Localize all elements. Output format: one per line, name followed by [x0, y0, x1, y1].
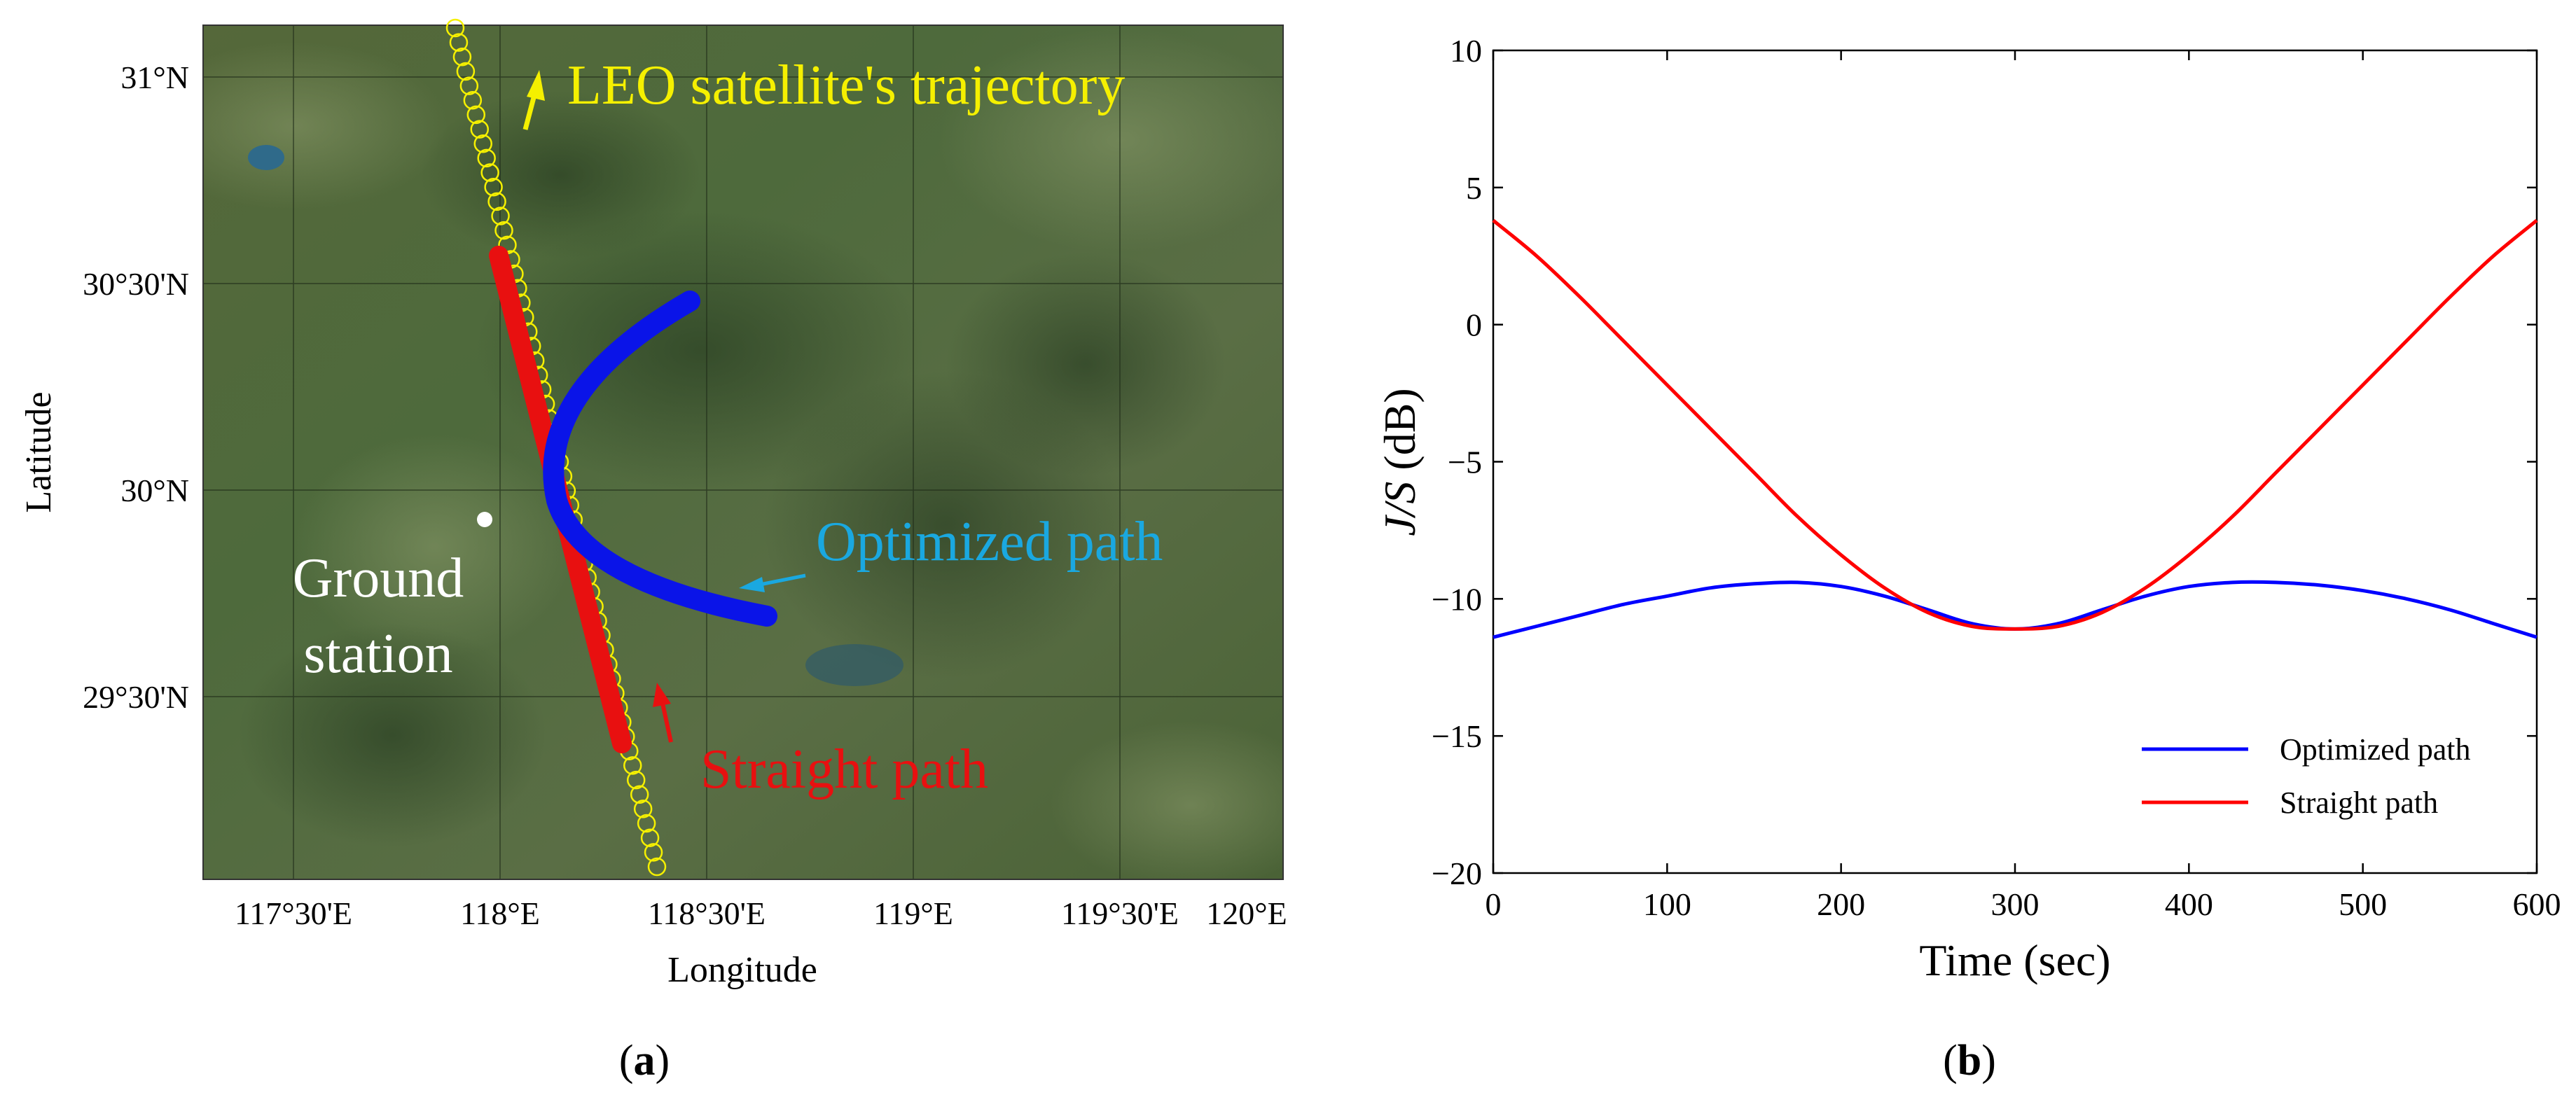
trajectory-marker [623, 756, 642, 775]
map-frame [202, 25, 1284, 880]
map-xtick-label: 119°E [873, 895, 953, 931]
map-xtick-label: 118°E [460, 895, 540, 931]
optimized-arrow [739, 573, 806, 592]
x-tick-label: 400 [2165, 886, 2213, 922]
ground-station-marker [477, 512, 492, 527]
chart-y-axis-title-unit: (dB) [1375, 388, 1425, 481]
trajectory-marker [473, 134, 492, 153]
chart-series [1492, 218, 2538, 639]
trajectory-marker [477, 148, 496, 168]
trajectory-marker [494, 221, 513, 240]
trajectory-marker [466, 105, 486, 125]
map-xtick-label: 119°30'E [1061, 895, 1179, 931]
legend-label-optimized: Optimized path [2280, 732, 2471, 767]
map-ytick-label: 31°N [120, 60, 189, 95]
x-tick-label: 200 [1817, 886, 1865, 922]
chart-legend: Optimized path Straight path [2142, 732, 2471, 820]
panel-b-caption-letter: b [1958, 1037, 1981, 1084]
legend-label-straight: Straight path [2280, 786, 2438, 820]
trajectory-marker [647, 857, 667, 877]
panel-a-caption-letter: a [634, 1037, 656, 1084]
optimized-path-line [543, 291, 777, 627]
map-xtick-label: 117°30'E [235, 895, 352, 931]
x-tick-label: 500 [2339, 886, 2387, 922]
y-tick-label: 5 [1466, 170, 1482, 206]
chart-y-tick-labels: 10 5 0 −5 −10 −15 −20 [1432, 33, 1482, 891]
trajectory-marker [491, 207, 510, 225]
map-y-axis-title: Latitude [19, 391, 59, 512]
trajectory-marker [480, 163, 499, 182]
jsr-chart: 10 5 0 −5 −10 −15 −20 0 100 200 300 400 500 600 Time… [1375, 33, 2561, 1084]
y-tick-label: −20 [1432, 856, 1482, 891]
chart-x-axis-title: Time (sec) [1919, 935, 2110, 985]
trajectory-marker [626, 770, 646, 790]
map-ytick-label: 30°30'N [83, 266, 189, 302]
trajectory-marker [449, 33, 469, 52]
ground-station-label-1: Ground [293, 547, 464, 609]
trajectory-marker [630, 785, 649, 804]
map-grid [203, 25, 1283, 879]
map-panel: LEO satellite's trajectory Optimized pat… [19, 18, 1287, 1084]
trajectory-marker [637, 814, 656, 833]
satellite-arrow [522, 70, 545, 130]
trajectory-marker [470, 120, 490, 139]
map-xtick-label: 120°E [1206, 895, 1287, 931]
x-tick-label: 100 [1643, 886, 1691, 922]
y-tick-label: −15 [1432, 718, 1482, 754]
x-tick-label: 600 [2513, 886, 2561, 922]
trajectory-marker [644, 843, 663, 862]
trajectory-marker [484, 177, 503, 197]
x-tick-label: 0 [1486, 886, 1502, 922]
straight-path-label: Straight path [700, 739, 988, 800]
trajectory-marker [459, 76, 479, 95]
straight-arrow [653, 683, 673, 743]
x-tick-label: 300 [1991, 886, 2040, 922]
ground-station-label-2: station [303, 623, 452, 685]
trajectory-marker [640, 828, 660, 847]
chart-y-axis-title: J/S (dB) [1375, 388, 1425, 536]
panel-b-caption: (b) [1943, 1037, 1996, 1084]
trajectory-marker [487, 192, 506, 211]
optimized-path-label: Optimized path [816, 511, 1163, 573]
y-tick-label: −10 [1432, 581, 1482, 617]
map-ytick-label: 29°30'N [83, 679, 189, 715]
series-line-straight [1492, 218, 2538, 631]
satellite-map-image [203, 25, 1283, 879]
trajectory-marker [452, 48, 472, 67]
trajectory-marker [463, 91, 483, 110]
y-tick-label: 10 [1450, 33, 1482, 69]
map-x-axis-title: Longitude [667, 950, 817, 990]
chart-y-axis-title-italic: J/S [1375, 482, 1425, 536]
chart-ticks [1492, 49, 2538, 874]
map-ytick-label: 30°N [120, 473, 189, 508]
panel-a-caption: (a) [619, 1037, 670, 1084]
satellite-trajectory-label: LEO satellite's trajectory [567, 55, 1125, 116]
trajectory-marker [456, 62, 476, 81]
trajectory-marker [633, 800, 653, 818]
map-y-ticks: 31°N 30°30'N 30°N 29°30'N [83, 60, 189, 715]
y-tick-label: 0 [1466, 307, 1482, 343]
chart-x-tick-labels: 0 100 200 300 400 500 600 [1486, 886, 2561, 922]
map-xtick-label: 118°30'E [648, 895, 766, 931]
map-x-ticks: 117°30'E 118°E 118°30'E 119°E 119°30'E 1… [235, 895, 1287, 931]
y-tick-label: −5 [1448, 445, 1482, 480]
trajectory-marker [445, 18, 465, 38]
